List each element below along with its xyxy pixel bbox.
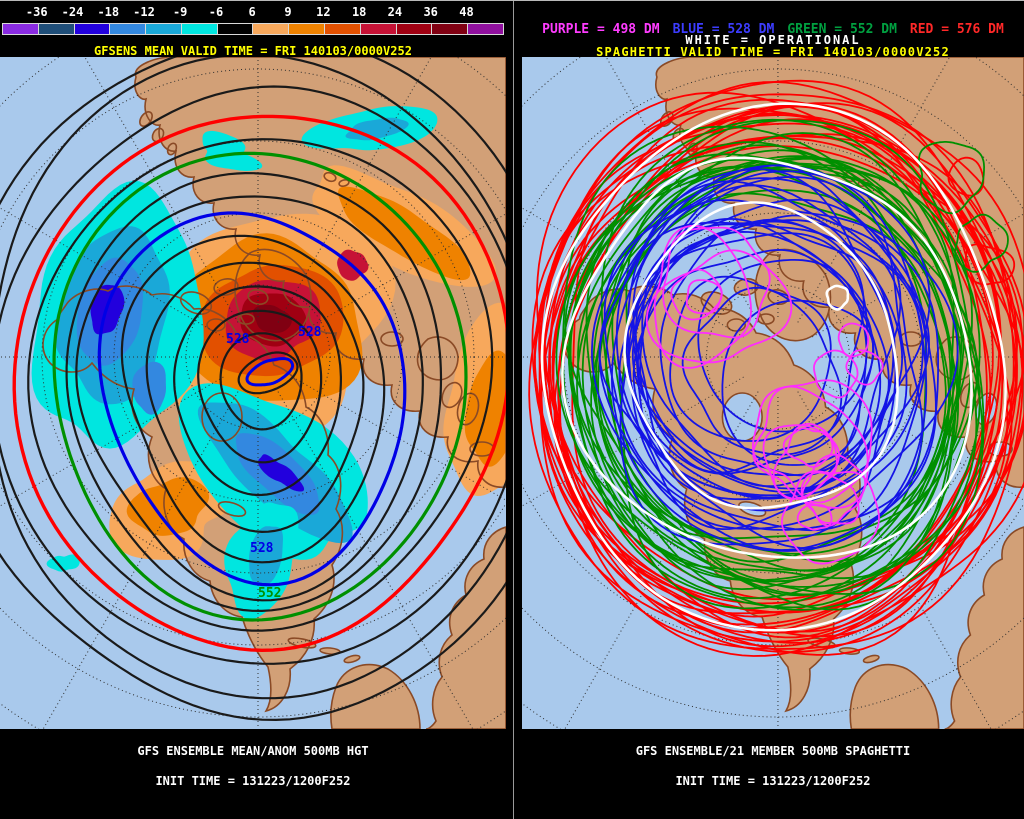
contour-label: 528: [226, 332, 250, 347]
contour-label: 528: [298, 325, 322, 340]
colorbar-cell: [3, 24, 39, 34]
left-map-footer: GFS ENSEMBLE MEAN/ANOM 500MB HGT INIT TI…: [0, 726, 506, 806]
colorbar-cell: [468, 24, 503, 34]
legend-entry: BLUE = 528 DM: [672, 22, 775, 37]
colorbar-cell: [38, 24, 75, 34]
legend-entry: PURPLE = 498 DM: [542, 22, 660, 37]
mean-contour-layer: [0, 57, 506, 722]
colorbar-tick: 6: [248, 5, 256, 19]
colorbar-cell: [110, 24, 147, 34]
right-map-title: SPAGHETTI VALID TIME = FRI 140103/0000V2…: [596, 45, 950, 59]
contour-label-layer: 528 528 528 552: [226, 325, 322, 601]
left-footer-line1: GFS ENSEMBLE MEAN/ANOM 500MB HGT: [137, 744, 369, 758]
colorbar-tick-labels: -36 -24 -18 -12 -9 -6 6 9 12 18 24 36 48: [2, 5, 503, 19]
colorbar-tick: -36: [25, 5, 48, 19]
colorbar-cell: [432, 24, 469, 34]
colorbar-tick: -24: [61, 5, 84, 19]
colorbar-cell: [217, 24, 254, 34]
anomaly-colorbar: [2, 23, 504, 35]
spaghetti-map: [522, 57, 1024, 729]
colorbar-tick: 24: [387, 5, 403, 19]
colorbar-tick: 18: [351, 5, 367, 19]
colorbar-tick: 9: [284, 5, 292, 19]
contour-label: 528: [250, 541, 274, 556]
legend-entry: GREEN = 552 DM: [787, 22, 897, 37]
colorbar-tick: 48: [459, 5, 474, 19]
colorbar-cell: [181, 24, 218, 34]
colorbar-cell: [289, 24, 326, 34]
colorbar-cell: [360, 24, 397, 34]
right-footer-line2: INIT TIME = 131223/1200F252: [675, 774, 871, 788]
spaghetti-white-operational: [540, 102, 1007, 632]
left-map-title: GFSENS MEAN VALID TIME = FRI 140103/0000…: [94, 44, 412, 58]
colorbar-cell: [396, 24, 433, 34]
colorbar-cell: [74, 24, 111, 34]
left-panel-mean-anom: -36 -24 -18 -12 -9 -6 6 9 12 18 24 36 48 GFSENS MEAN…: [0, 0, 506, 819]
panel-divider-line: [513, 1, 514, 819]
operational-legend: WHITE = OPERATIONAL: [685, 33, 861, 47]
coastline-layer: [42, 57, 506, 729]
right-map-footer: GFS ENSEMBLE/21 MEMBER 500MB SPAGHETTI I…: [522, 726, 1024, 806]
spaghetti-purple-members: [645, 224, 884, 565]
colorbar-tick: -9: [172, 5, 188, 19]
colorbar-cell: [146, 24, 182, 34]
left-footer-line2: INIT TIME = 131223/1200F252: [155, 774, 351, 788]
spaghetti-legend: PURPLE = 498 DM BLUE = 528 DM GREEN = 552 …: [522, 22, 1024, 37]
colorbar-tick: -6: [208, 5, 224, 19]
right-panel-spaghetti: PURPLE = 498 DM BLUE = 528 DM GREEN = 552 …: [522, 0, 1024, 819]
colorbar-cell: [325, 24, 361, 34]
colorbar-cell: [253, 24, 290, 34]
mean-anomaly-map: 528 528 528 552: [0, 57, 506, 729]
colorbar-tick: 36: [423, 5, 438, 19]
colorbar-tick: -12: [133, 5, 155, 19]
legend-entry: RED = 576 DM: [909, 22, 1004, 37]
colorbar-tick: -18: [97, 5, 120, 19]
contour-label: 552: [258, 586, 281, 601]
frame-top-line: [0, 0, 1024, 1]
right-footer-line1: GFS ENSEMBLE/21 MEMBER 500MB SPAGHETTI: [635, 744, 911, 758]
anomaly-shading-layer: [31, 106, 506, 620]
colorbar-tick: 12: [316, 5, 331, 19]
